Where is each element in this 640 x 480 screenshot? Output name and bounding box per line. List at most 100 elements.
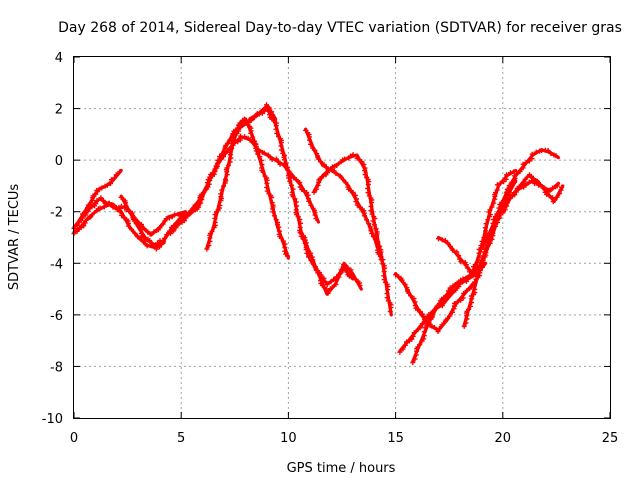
data-point — [523, 182, 529, 188]
data-point — [424, 316, 430, 322]
grid — [74, 57, 610, 418]
data-point — [350, 274, 356, 280]
data-point — [290, 186, 296, 192]
data-point — [450, 290, 455, 296]
data-point — [472, 279, 478, 285]
data-point — [431, 324, 437, 330]
data-point — [98, 195, 104, 201]
data-point — [160, 221, 166, 227]
data-point — [502, 207, 508, 213]
data-point — [345, 265, 351, 271]
data-point — [436, 326, 442, 331]
data-point — [430, 310, 436, 316]
y-tick-label: 0 — [55, 154, 63, 169]
data-point — [217, 202, 223, 208]
plot-frame — [73, 56, 611, 419]
data-point — [350, 190, 356, 195]
x-tick-label: 5 — [177, 431, 185, 446]
data-point — [487, 207, 493, 213]
data-point — [281, 157, 287, 163]
data-point — [313, 216, 319, 222]
data-point — [135, 234, 141, 240]
data-point — [204, 246, 210, 252]
data-point — [312, 264, 318, 270]
data-point — [372, 222, 377, 228]
data-point — [342, 264, 348, 270]
data-point — [514, 185, 520, 191]
data-point — [257, 154, 263, 160]
data-point — [269, 157, 275, 162]
series-track-10 — [298, 230, 363, 296]
data-point — [275, 222, 281, 227]
data-point — [486, 238, 492, 244]
data-point — [463, 262, 469, 268]
series-track-8 — [303, 127, 394, 317]
data-point — [108, 202, 114, 207]
data-point — [212, 166, 218, 172]
data-point — [504, 186, 510, 192]
data-point — [461, 323, 467, 329]
data-point — [557, 191, 563, 197]
data-point — [517, 169, 523, 174]
data-point — [447, 313, 453, 319]
data-point — [270, 209, 276, 215]
data-point — [311, 189, 317, 195]
data-point — [260, 169, 266, 175]
data-point — [304, 190, 310, 196]
data-point — [129, 212, 135, 218]
data-point — [494, 182, 500, 188]
data-point — [227, 137, 233, 143]
data-point — [353, 199, 359, 205]
data-point — [100, 198, 106, 203]
data-point — [141, 235, 147, 241]
data-point — [162, 235, 168, 241]
data-point — [513, 189, 519, 195]
data-point — [74, 228, 80, 234]
data-point — [529, 156, 535, 162]
data-point — [293, 177, 299, 183]
data-point — [484, 232, 490, 238]
data-point — [400, 346, 406, 352]
data-point — [441, 295, 447, 301]
data-point — [409, 336, 415, 342]
data-point — [278, 147, 284, 153]
y-tick-label: 2 — [55, 103, 63, 118]
data-point — [463, 320, 469, 326]
data-point — [481, 243, 487, 249]
series-line — [462, 148, 561, 327]
data-point — [550, 185, 556, 191]
data-point — [450, 247, 456, 253]
data-point — [402, 281, 408, 287]
data-point — [554, 183, 560, 189]
data-point — [387, 309, 393, 314]
data-point — [312, 147, 318, 153]
data-point — [292, 196, 298, 202]
data-point — [402, 342, 408, 348]
data-point — [317, 270, 323, 276]
data-point — [522, 176, 528, 182]
data-point — [334, 163, 340, 168]
y-tick-label: -8 — [50, 360, 63, 375]
data-point — [369, 230, 375, 236]
data-point — [316, 156, 322, 162]
data-point — [264, 102, 269, 108]
data-point — [361, 161, 367, 167]
data-point — [324, 282, 330, 287]
data-point — [173, 225, 179, 231]
data-point — [464, 288, 470, 293]
data-point — [274, 130, 280, 136]
data-point — [540, 185, 546, 191]
data-point — [303, 244, 309, 250]
data-point — [494, 187, 500, 193]
data-point — [229, 146, 235, 152]
data-point — [419, 321, 425, 327]
data-point — [147, 238, 153, 244]
data-point — [285, 253, 291, 259]
data-point — [157, 225, 163, 231]
data-point — [364, 217, 369, 223]
series-track-15 — [461, 147, 561, 329]
data-point — [548, 151, 554, 157]
data-point — [248, 130, 254, 136]
data-point — [373, 226, 379, 232]
data-point — [148, 231, 154, 237]
